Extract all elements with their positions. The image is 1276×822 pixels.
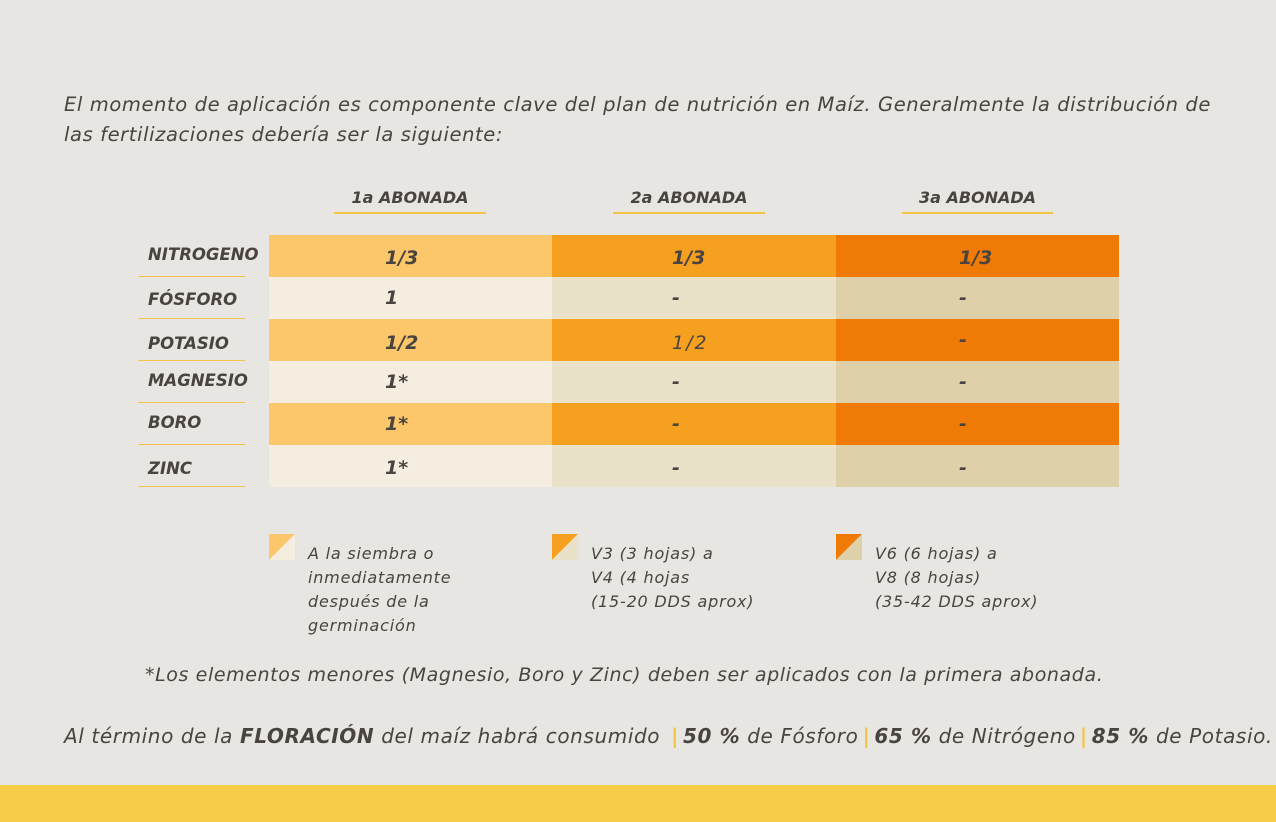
cell-boro-3: - (836, 403, 1119, 445)
row-label-zinc: ZINC (138, 445, 245, 487)
column-header-3: 3a ABONADA (902, 188, 1053, 214)
cell-magnesio-1: 1* (269, 361, 552, 403)
table-row: 1/2 1/2 - (269, 319, 1119, 361)
table-row: 1* - - (269, 361, 1119, 403)
cell-magnesio-3: - (836, 361, 1119, 403)
row-label-magnesio: MAGNESIO (138, 361, 248, 403)
potassium-percent: 85 % (1091, 724, 1149, 748)
nutrition-table: 1/3 1/3 1/3 1 - - 1/2 1/2 - 1* - - 1* - … (269, 235, 1119, 487)
legend-swatch-icon (552, 534, 578, 560)
cell-zinc-3: - (836, 445, 1119, 487)
nitrogen-label: de Nitrógeno (938, 724, 1076, 748)
legend-swatch-icon (836, 534, 862, 560)
cell-nitrogeno-2: 1/3 (552, 235, 836, 277)
intro-text: El momento de aplicación es componente c… (64, 93, 1211, 146)
cell-magnesio-2: - (552, 361, 836, 403)
table-row: 1 - - (269, 277, 1119, 319)
cell-fosforo-1: 1 (269, 277, 552, 319)
cell-boro-1: 1* (269, 403, 552, 445)
cell-fosforo-2: - (552, 277, 836, 319)
cell-potasio-1: 1/2 (269, 319, 552, 361)
phosphorus-label: de Fósforo (747, 724, 859, 748)
table-row: 1* - - (269, 445, 1119, 487)
cell-potasio-2: 1/2 (552, 319, 836, 361)
separator: | (862, 724, 871, 748)
summary-line: Al término de la FLORACIÓN del maíz habr… (64, 724, 1273, 748)
legend-text-2: V3 (3 hojas) a V4 (4 hojas (15-20 DDS ap… (591, 544, 755, 611)
nitrogen-percent: 65 % (874, 724, 932, 748)
summary-prefix: Al término de la (64, 724, 234, 748)
cell-boro-2: - (552, 403, 836, 445)
bottom-bar (0, 785, 1276, 822)
table-row: 1/3 1/3 1/3 (269, 235, 1119, 277)
cell-nitrogeno-3: 1/3 (836, 235, 1119, 277)
row-label-potasio: POTASIO (138, 319, 245, 361)
cell-fosforo-3: - (836, 277, 1119, 319)
row-label-fosforo: FÓSFORO (138, 277, 245, 319)
legend-text-1: A la siembra o inmediatamente después de… (308, 544, 452, 635)
cell-zinc-1: 1* (269, 445, 552, 487)
separator: | (1079, 724, 1088, 748)
summary-highlight: FLORACIÓN (240, 724, 375, 748)
table-row: 1* - - (269, 403, 1119, 445)
row-label-boro: BORO (138, 403, 245, 445)
footnote: *Los elementos menores (Magnesio, Boro y… (145, 664, 1104, 686)
column-header-1: 1a ABONADA (334, 188, 486, 214)
phosphorus-percent: 50 % (682, 724, 741, 748)
legend-swatch-icon (269, 534, 295, 560)
cell-zinc-2: - (552, 445, 836, 487)
row-label-nitrogeno: NITROGENO (138, 235, 259, 277)
cell-nitrogeno-1: 1/3 (269, 235, 552, 277)
potassium-label: de Potasio. (1155, 724, 1273, 748)
separator: | (671, 724, 679, 748)
cell-potasio-3: - (836, 319, 1119, 361)
summary-middle: del maíz habrá consumido (381, 724, 661, 748)
column-header-2: 2a ABONADA (613, 188, 765, 214)
legend-text-3: V6 (6 hojas) a V8 (8 hojas) (35-42 DDS a… (875, 544, 1039, 611)
